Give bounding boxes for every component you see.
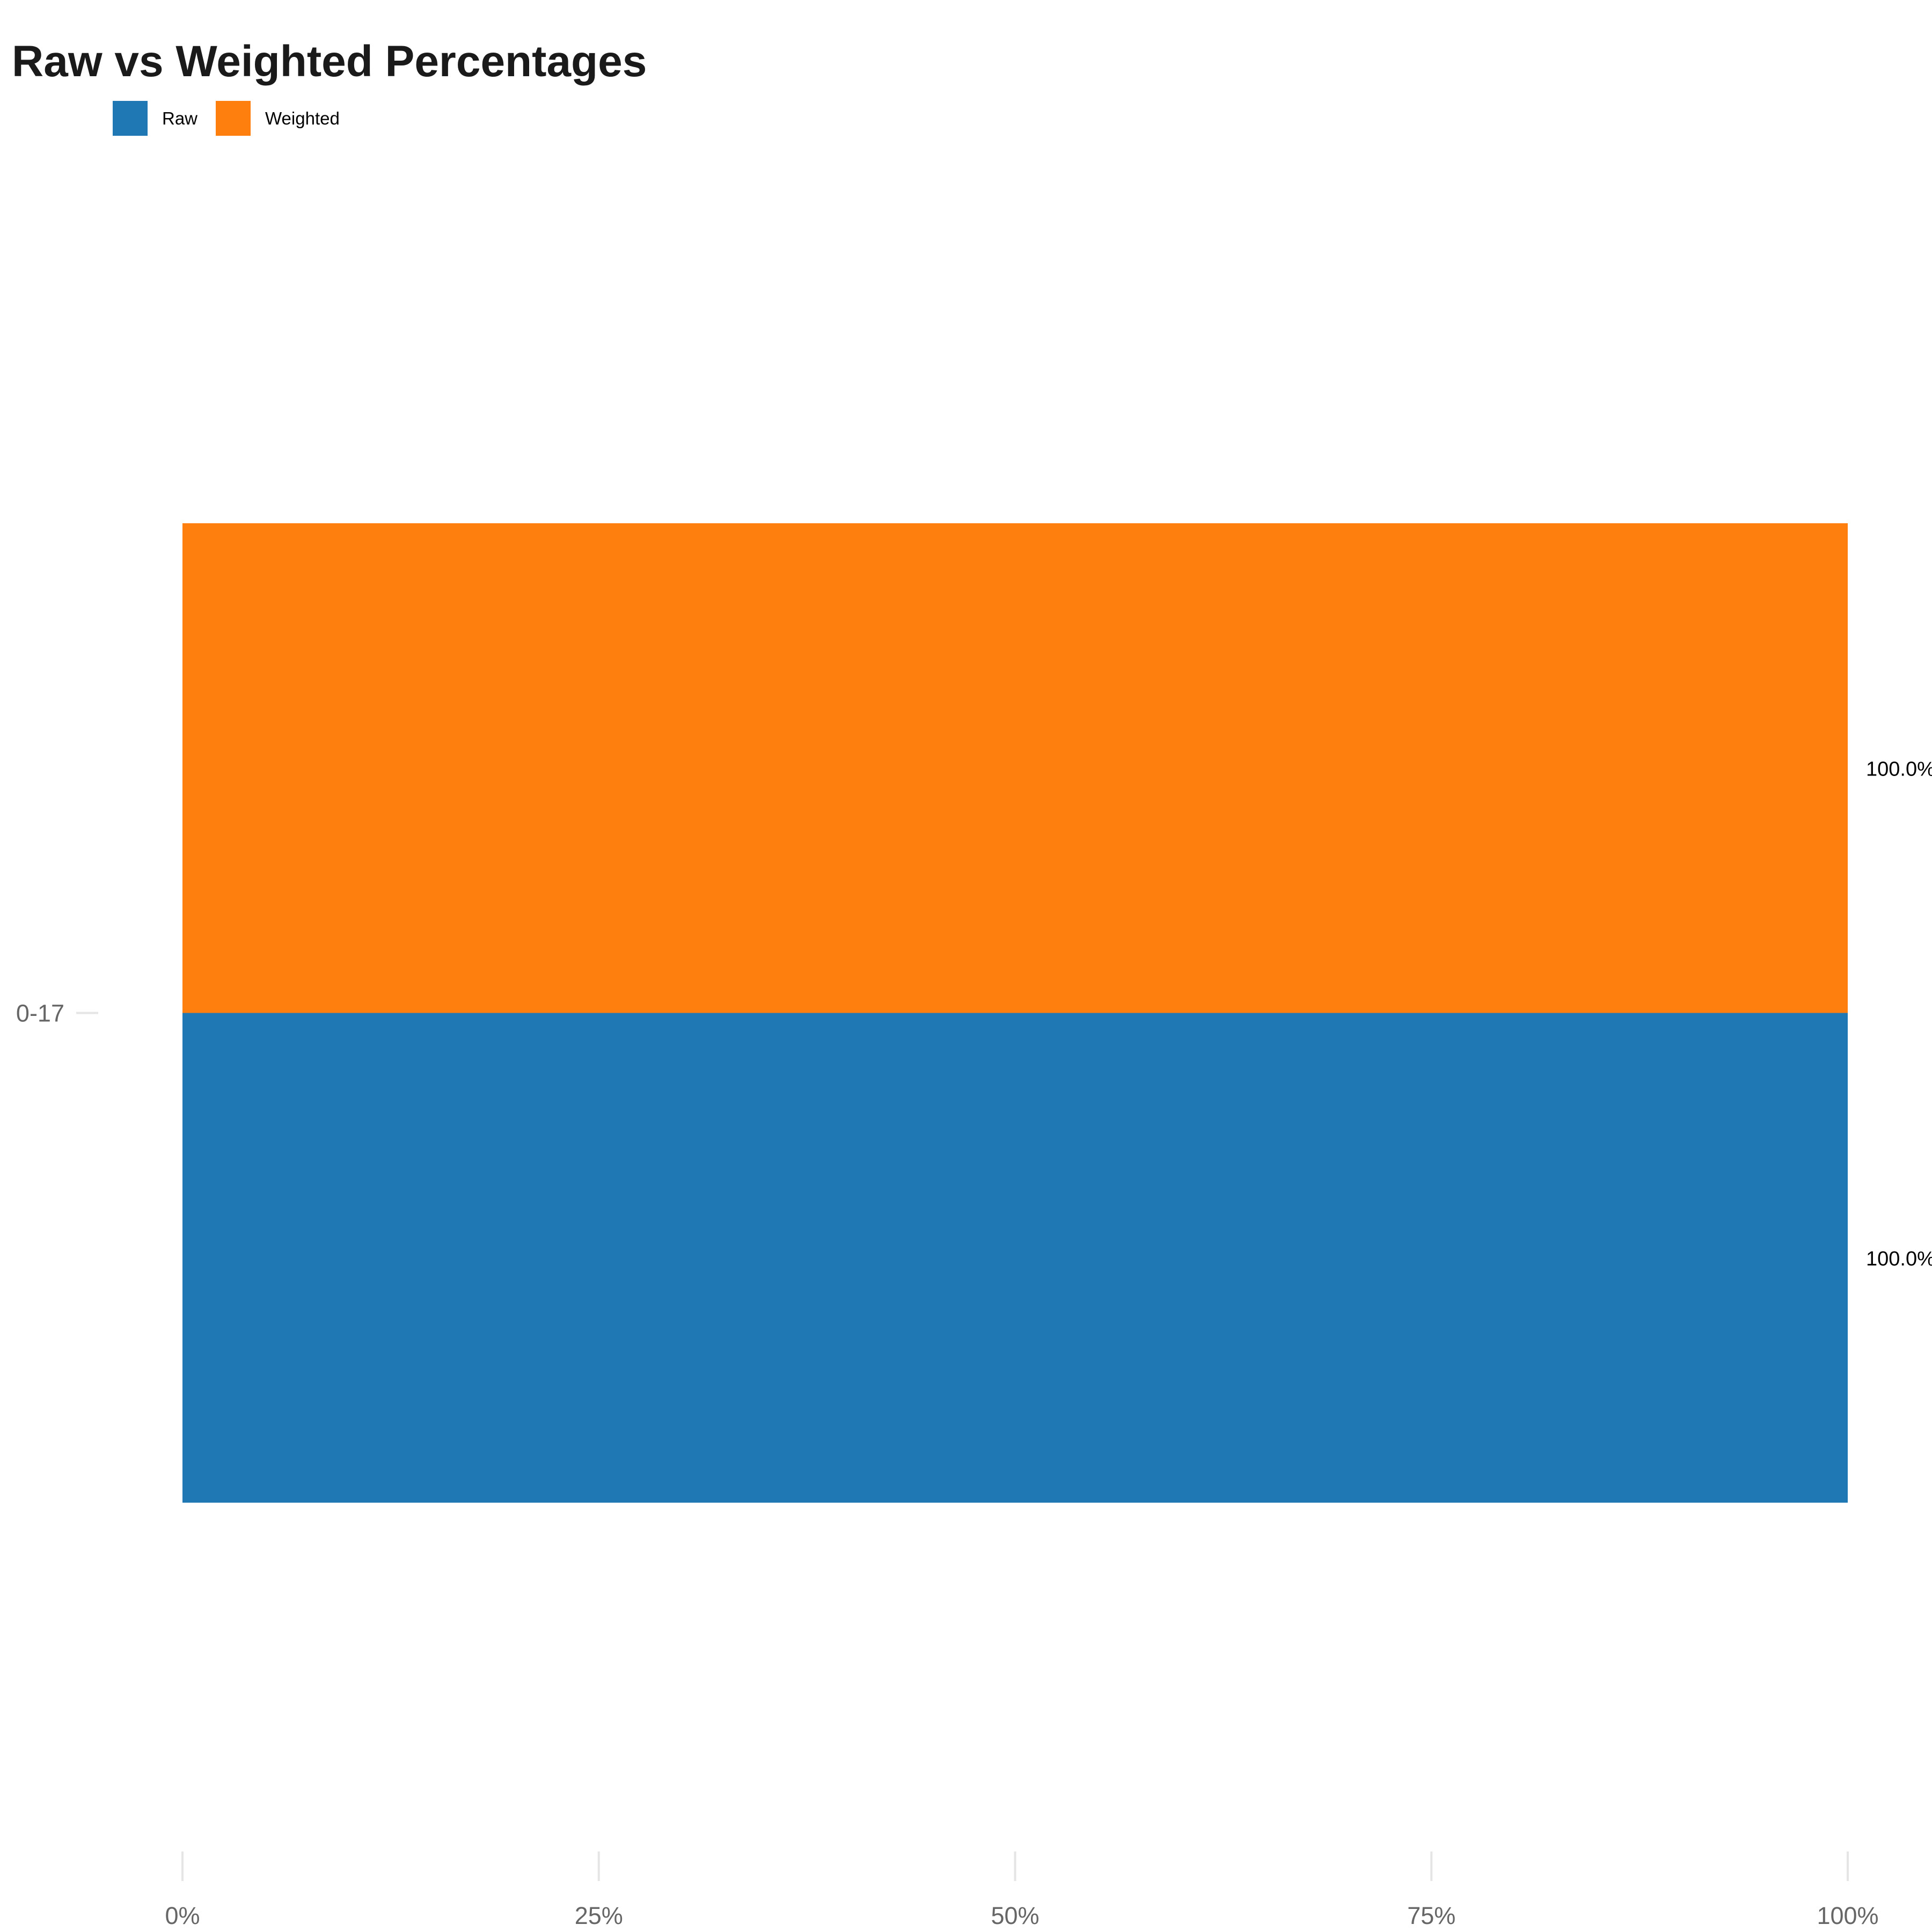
legend-swatch-raw	[113, 101, 148, 136]
legend-swatch-weighted	[216, 101, 251, 136]
bar-raw-0-17	[182, 1013, 1848, 1503]
legend-label-weighted: Weighted	[265, 108, 340, 128]
y-axis: 0-17	[16, 1000, 98, 1027]
legend: Raw Weighted	[113, 101, 340, 136]
x-axis: 0% 25% 50% 75% 100%	[165, 1851, 1879, 1929]
x-tick-label: 50%	[991, 1902, 1039, 1929]
bar-weighted-0-17	[182, 523, 1848, 1013]
data-labels: 100.0% 100.0%	[1866, 758, 1932, 1270]
data-label-weighted: 100.0%	[1866, 758, 1932, 780]
legend-label-raw: Raw	[162, 108, 197, 128]
bars	[182, 523, 1848, 1503]
chart-title: Raw vs Weighted Percentages	[12, 37, 647, 86]
x-tick-label: 0%	[165, 1902, 200, 1929]
x-tick-label: 75%	[1407, 1902, 1455, 1929]
data-label-raw: 100.0%	[1866, 1248, 1932, 1270]
x-tick-label: 100%	[1817, 1902, 1878, 1929]
y-tick-label: 0-17	[16, 1000, 64, 1027]
x-tick-label: 25%	[575, 1902, 623, 1929]
